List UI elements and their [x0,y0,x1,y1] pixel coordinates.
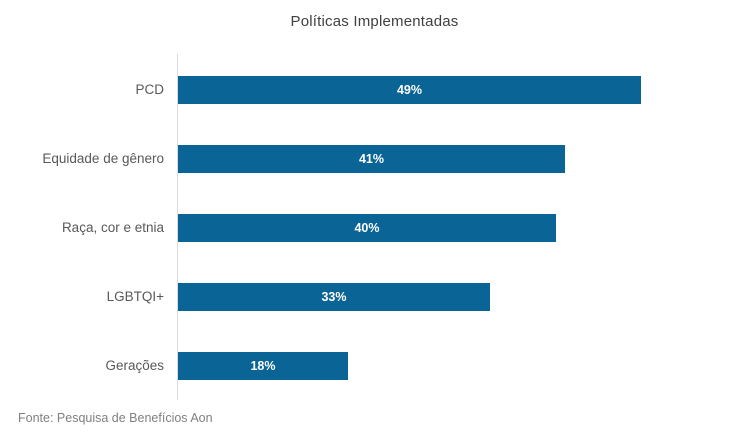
bar: 49% [178,76,641,104]
bar-value-label: 18% [250,359,276,373]
bar-row: Equidade de gênero 41% [0,145,749,173]
category-label: Raça, cor e etnia [61,220,164,235]
bar-row: Gerações 18% [0,352,749,380]
bar: 41% [178,145,565,173]
category-label: PCD [135,82,164,97]
category-axis-line [177,54,178,400]
bar-value-label: 33% [321,290,347,304]
bar-row: Raça, cor e etnia 40% [0,214,749,242]
bar-value-label: 41% [358,152,385,166]
category-label: Gerações [105,358,164,373]
bar-value-label: 49% [396,83,423,97]
bar-value-label: 40% [354,221,380,235]
category-label: Equidade de gênero [42,151,164,166]
chart-title: Políticas Implementadas [290,13,459,30]
bar: 18% [178,352,348,380]
bar: 33% [178,283,490,311]
category-label: LGBTQI+ [106,289,164,304]
bar-row: PCD 49% [0,76,749,104]
bar: 40% [178,214,556,242]
source-note: Fonte: Pesquisa de Benefícios Aon [18,411,213,425]
bar-row: LGBTQI+ 33% [0,283,749,311]
